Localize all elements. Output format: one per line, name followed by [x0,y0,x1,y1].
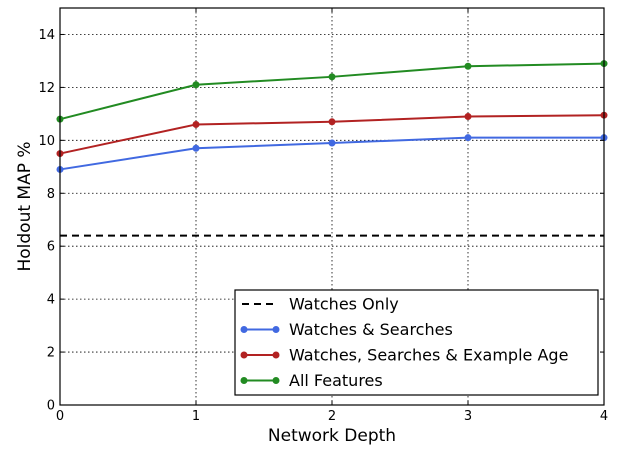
y-tick-label: 14 [38,28,55,43]
legend-marker-watches-searches-example-age [240,351,248,359]
legend-marker-watches-searches-example-age [272,351,280,359]
data-point-watches-searches [328,139,336,147]
legend-box [234,289,599,396]
legend-marker-all-features [240,377,248,384]
legend-label-watches-searches: Watches & Searches [289,320,453,339]
data-point-all-features [192,81,200,89]
series-line-all-features [59,62,605,121]
data-point-watches-searches-example-age [328,118,336,126]
y-tick-label: 8 [47,187,55,202]
legend-label-all-features: All Features [289,371,383,390]
legend: Watches Only Watches & Searches Watches, S… [234,289,599,396]
legend-marker-watches-searches [240,326,248,333]
x-tick-label: 2 [328,409,336,424]
x-tick-label: 1 [192,409,200,424]
legend-marker-watches-searches [272,326,280,333]
legend-marker-all-features [272,377,280,384]
x-tick-label: 3 [464,409,472,424]
y-tick-label: 4 [47,293,55,308]
legend-label-watches-searches-example-age: Watches, Searches & Example Age [289,346,568,365]
legend-label-watches-only: Watches Only [289,295,399,314]
y-tick-label: 6 [47,240,55,255]
data-point-watches-searches [464,134,472,142]
y-tick-label: 0 [47,399,55,414]
data-point-watches-searches [192,144,200,152]
data-point-all-features [328,73,336,81]
data-point-watches-searches-example-age [464,113,472,121]
data-point-watches-searches-example-age [192,120,200,128]
y-tick-label: 2 [47,346,55,361]
series-layer [56,60,608,237]
x-tick-label: 4 [600,409,608,424]
data-point-all-features [464,62,472,70]
y-tick-label: 10 [38,134,55,149]
x-axis-label: Network Depth [268,426,396,446]
x-tick-label: 0 [56,409,64,424]
y-axis-label: Holdout MAP % [15,141,35,271]
y-tick-label: 12 [38,81,55,96]
